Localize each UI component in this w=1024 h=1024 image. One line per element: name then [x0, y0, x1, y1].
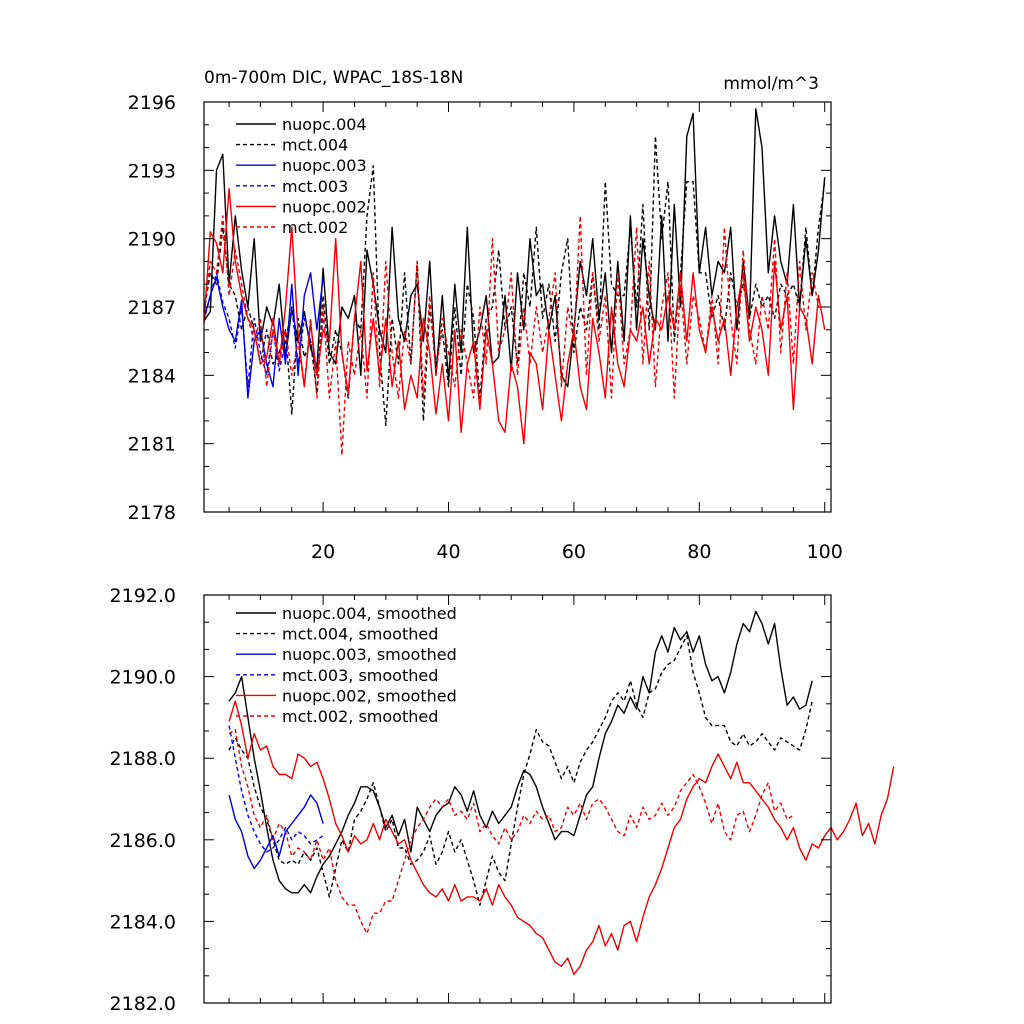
bottom-plot-lines [228, 610, 895, 976]
top-y-tick-label: 2178 [128, 502, 176, 524]
bottom-legend-label-mct-002-smoothed: mct.002, smoothed [282, 707, 438, 726]
top-y-tick-label: 2184 [128, 365, 176, 387]
top-plot-lines [203, 108, 826, 456]
top-legend-label-nuopc-004: nuopc.004 [282, 115, 367, 134]
top-x-tick-label: 80 [687, 541, 711, 563]
bottom-y-tick-label: 2192.0 [110, 585, 176, 607]
bottom-y-tick-label: 2184.0 [110, 911, 176, 933]
bottom-legend-label-mct-003-smoothed: mct.003, smoothed [282, 666, 438, 685]
top-legend-label-mct-002: mct.002 [282, 218, 348, 237]
top-y-tick-label: 2181 [128, 434, 176, 456]
top-y-tick-label: 2190 [128, 229, 176, 251]
chart-title: 0m-700m DIC, WPAC_18S-18N [204, 68, 463, 88]
bottom-plot-frame: 2182.0 2184.0 2186.0 2188.0 2190.0 2192.0 [110, 585, 832, 1015]
top-y-tick-label: 2193 [128, 160, 176, 182]
bottom-series-nuopc-004-smoothed [228, 610, 813, 894]
bottom-y-tick-label: 2190.0 [110, 667, 176, 689]
top-legend-label-mct-004: mct.004 [282, 136, 348, 155]
bottom-y-tick-label: 2188.0 [110, 748, 176, 770]
bottom-legend-label-mct-004-smoothed: mct.004, smoothed [282, 625, 438, 644]
top-legend-label-mct-003: mct.003 [282, 177, 348, 196]
top-x-tick-label: 20 [311, 541, 335, 563]
units-label: mmol/m^3 [723, 74, 819, 94]
top-plot-frame: 20 40 60 80 100 2178 2181 2184 2187 2190 2193 2196 [128, 92, 843, 563]
top-x-tick-label: 100 [807, 541, 843, 563]
top-legend-label-nuopc-003: nuopc.003 [282, 156, 367, 175]
bottom-series-mct-002-smoothed [228, 728, 794, 935]
bottom-legend-label-nuopc-003-smoothed: nuopc.003, smoothed [282, 645, 457, 664]
bottom-series-mct-004-smoothed [228, 635, 813, 906]
bottom-y-tick-label: 2186.0 [110, 830, 176, 852]
bottom-legend-label-nuopc-002-smoothed: nuopc.002, smoothed [282, 686, 457, 705]
top-x-tick-label: 40 [436, 541, 460, 563]
bottom-series-mct-003-smoothed [228, 725, 324, 853]
bottom-y-tick-label: 2182.0 [110, 993, 176, 1015]
top-legend-label-nuopc-002: nuopc.002 [282, 197, 367, 216]
bottom-series-nuopc-002-smoothed [228, 700, 895, 976]
top-series-mct-003 [203, 272, 324, 388]
bottom-series-nuopc-003-smoothed [228, 794, 324, 870]
bottom-plot-border [203, 594, 832, 1004]
top-y-tick-label: 2196 [128, 92, 176, 114]
bottom-legend-label-nuopc-004-smoothed: nuopc.004, smoothed [282, 604, 457, 623]
top-y-tick-label: 2187 [128, 297, 176, 319]
top-x-tick-label: 60 [562, 541, 586, 563]
